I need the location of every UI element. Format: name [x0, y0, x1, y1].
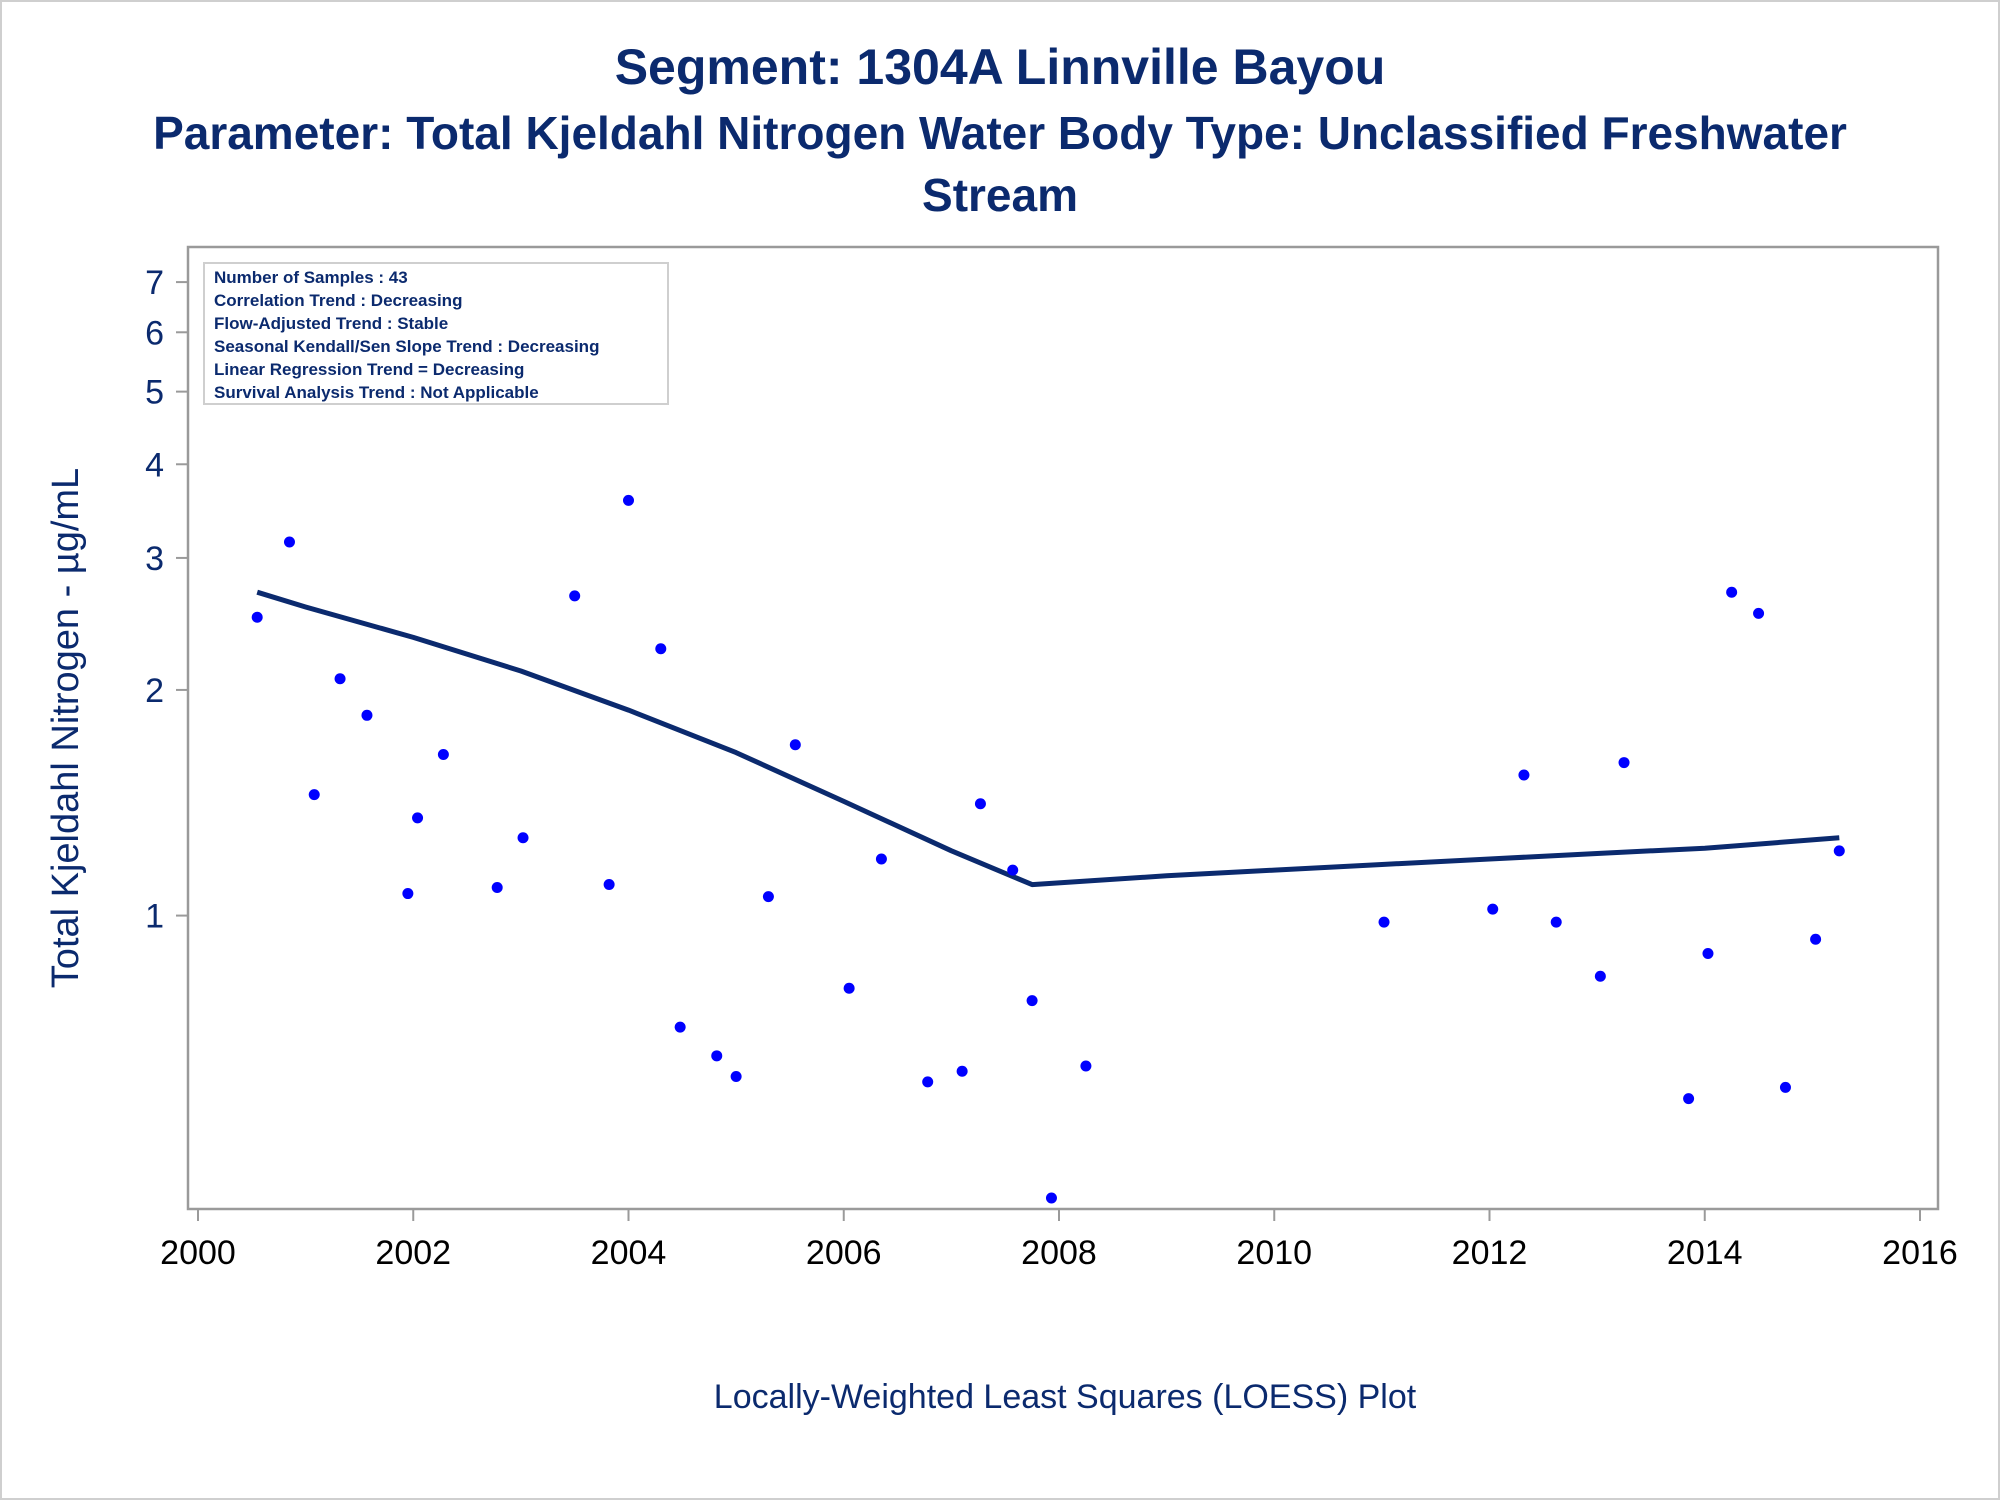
y-axis-title: Total Kjeldahl Nitrogen - µg/mL — [45, 468, 87, 988]
data-point — [762, 891, 774, 903]
chart-title-segment: Segment: 1304A Linnville Bayou — [614, 39, 1386, 95]
data-point — [655, 643, 667, 655]
data-point — [1753, 607, 1765, 619]
data-point — [1080, 1060, 1092, 1072]
data-point — [1378, 916, 1390, 928]
data-points — [251, 276, 1845, 1204]
data-point — [1487, 903, 1499, 915]
data-point — [875, 853, 887, 865]
x-tick-label: 2000 — [160, 1234, 236, 1272]
data-point — [674, 1021, 686, 1033]
data-point — [922, 1076, 934, 1088]
data-point — [623, 494, 634, 506]
chart-title-parameter: Parameter: Total Kjeldahl Nitrogen Water… — [153, 107, 1847, 159]
data-point — [517, 832, 529, 844]
data-point — [1618, 757, 1630, 769]
data-point — [603, 879, 615, 891]
data-point — [251, 611, 263, 623]
data-point — [569, 590, 581, 602]
chart-title-parameter-cont: Stream — [922, 169, 1078, 221]
x-axis: 2000 2002 2004 2006 2008 2010 2012 2014 2016 — [160, 1209, 1958, 1272]
x-tick-label: 2002 — [375, 1234, 451, 1272]
data-point — [1683, 1093, 1695, 1105]
data-point — [1518, 769, 1530, 781]
data-point — [730, 1071, 742, 1083]
chart-footnote: Locally-Weighted Least Squares (LOESS) P… — [713, 1378, 1417, 1416]
y-tick-label: 1 — [145, 898, 164, 936]
data-point — [974, 798, 986, 810]
data-point — [789, 739, 801, 751]
stats-linear-regression-trend: Linear Regression Trend = Decreasing — [214, 360, 524, 379]
y-tick-label: 5 — [145, 374, 164, 412]
data-point — [1026, 995, 1038, 1007]
x-tick-label: 2012 — [1452, 1234, 1528, 1272]
data-point — [956, 1065, 968, 1077]
data-point — [412, 812, 424, 824]
y-tick-label: 4 — [145, 446, 164, 484]
data-point — [437, 749, 449, 761]
data-point — [1810, 933, 1822, 945]
plot-area — [186, 245, 1940, 1211]
y-tick-label: 3 — [145, 540, 164, 578]
x-tick-label: 2006 — [806, 1234, 882, 1272]
data-point — [491, 882, 503, 894]
data-point — [1726, 586, 1738, 598]
stats-survival-analysis-trend: Survival Analysis Trend : Not Applicable — [214, 383, 539, 402]
x-tick-label: 2010 — [1236, 1234, 1312, 1272]
loess-trend-line — [256, 589, 1840, 888]
data-point — [1594, 970, 1606, 982]
stats-legend-border — [203, 262, 669, 405]
stats-legend-box: Number of Samples : 43 Correlation Trend… — [203, 262, 669, 405]
y-axis: 1 2 3 4 5 6 7 — [145, 264, 188, 936]
data-point — [711, 1050, 723, 1062]
data-point — [1779, 1081, 1791, 1093]
data-point — [1702, 948, 1714, 960]
x-tick-label: 2016 — [1882, 1234, 1958, 1272]
data-point — [1007, 864, 1019, 876]
data-point — [361, 709, 373, 721]
y-tick-label: 7 — [145, 264, 164, 302]
x-tick-label: 2004 — [591, 1234, 667, 1272]
data-point — [402, 888, 414, 900]
stats-correlation-trend: Correlation Trend : Decreasing — [214, 291, 462, 310]
stats-samples: Number of Samples : 43 — [214, 268, 408, 287]
y-tick-label: 6 — [145, 314, 164, 352]
data-point — [283, 536, 295, 548]
data-point — [843, 982, 855, 994]
data-point — [334, 673, 346, 685]
data-point — [308, 789, 320, 801]
stats-flow-adjusted-trend: Flow-Adjusted Trend : Stable — [214, 314, 448, 333]
x-tick-label: 2008 — [1021, 1234, 1097, 1272]
x-tick-label: 2014 — [1667, 1234, 1743, 1272]
y-tick-label: 2 — [145, 672, 164, 710]
data-point — [1045, 1192, 1057, 1204]
data-point — [1550, 916, 1562, 928]
stats-seasonal-kendall-trend: Seasonal Kendall/Sen Slope Trend : Decre… — [214, 337, 599, 356]
data-point — [1833, 845, 1845, 857]
